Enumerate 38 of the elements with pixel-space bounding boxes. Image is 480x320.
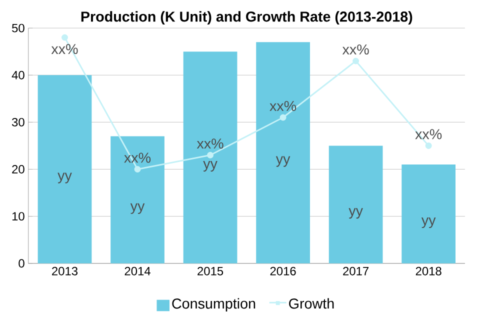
point	[207, 152, 214, 158]
bar	[38, 75, 92, 264]
data-label: yy	[348, 208, 363, 219]
data-label: yy	[203, 160, 218, 172]
point	[62, 34, 68, 41]
x-tick-label: 2018	[416, 266, 442, 276]
point	[134, 166, 141, 172]
data-label: yy	[58, 172, 72, 184]
data-label: xx%	[415, 129, 442, 140]
y-tick-label: 40	[12, 70, 24, 80]
point	[425, 142, 432, 149]
legend-label: Consumption	[172, 298, 256, 312]
x-tick-label: 2016	[270, 266, 296, 276]
point	[280, 114, 286, 121]
data-label: yy	[276, 156, 290, 167]
legend-label: Growth	[289, 298, 334, 309]
y-tick-label: 0	[18, 259, 24, 268]
x-tick-label: 2013	[52, 266, 78, 276]
data-label: xx%	[196, 138, 224, 149]
data-label: xx%	[270, 100, 296, 111]
y-tick-label: 10	[12, 212, 24, 221]
x-tick-label: 2015	[198, 266, 224, 276]
y-tick-label: 30	[12, 118, 24, 126]
chart-title: Production (K Unit) and Growth Rate (2013-2018)	[81, 11, 412, 25]
data-label: xx%	[342, 44, 369, 54]
y-tick-label: 50	[12, 24, 24, 32]
bar	[110, 136, 164, 264]
bar	[402, 164, 456, 264]
data-label: yy	[421, 217, 436, 228]
bar	[256, 42, 310, 264]
point	[352, 58, 360, 64]
x-tick-label: 2017	[343, 266, 369, 276]
data-label: yy	[130, 203, 145, 214]
y-tick-label: 20	[12, 164, 24, 174]
x-tick-label: 2014	[124, 266, 150, 276]
bar	[328, 146, 383, 264]
bar	[183, 52, 238, 264]
data-label: xx%	[51, 44, 78, 54]
